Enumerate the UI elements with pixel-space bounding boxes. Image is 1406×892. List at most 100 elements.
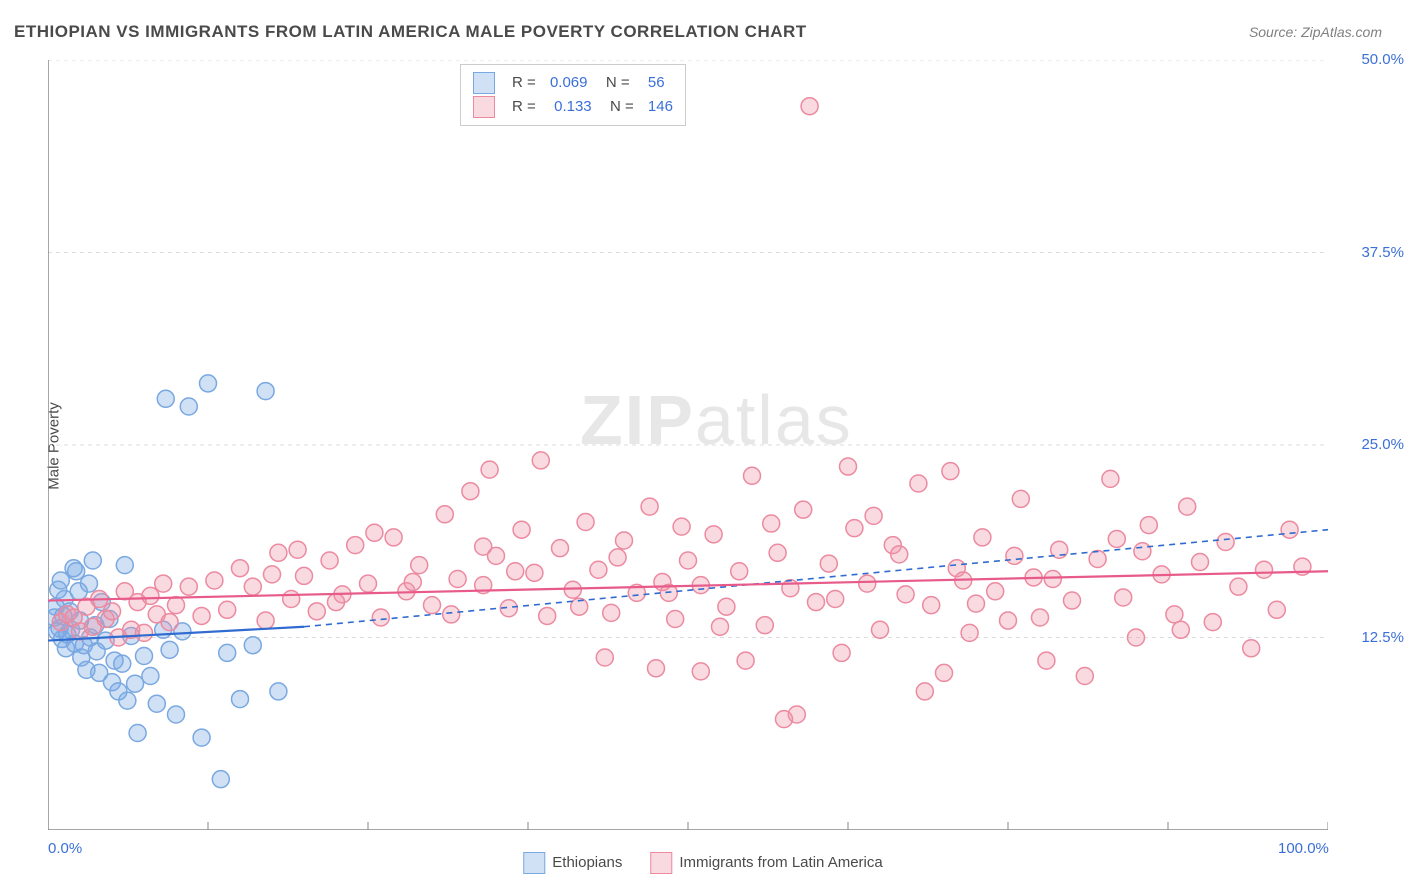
scatter-point xyxy=(603,604,620,621)
scatter-point xyxy=(1256,561,1273,578)
scatter-point xyxy=(161,614,178,631)
scatter-chart xyxy=(48,60,1328,830)
scatter-point xyxy=(1064,592,1081,609)
chart-title: ETHIOPIAN VS IMMIGRANTS FROM LATIN AMERI… xyxy=(14,22,807,42)
scatter-point xyxy=(168,706,185,723)
x-tick-label: 0.0% xyxy=(48,840,82,857)
scatter-point xyxy=(820,555,837,572)
scatter-point xyxy=(136,624,153,641)
scatter-point xyxy=(1268,601,1285,618)
scatter-point xyxy=(1281,521,1298,538)
scatter-point xyxy=(987,583,1004,600)
scatter-point xyxy=(142,587,159,604)
scatter-point xyxy=(142,668,159,685)
scatter-point xyxy=(308,603,325,620)
scatter-point xyxy=(475,538,492,555)
scatter-point xyxy=(513,521,530,538)
scatter-point xyxy=(366,524,383,541)
scatter-point xyxy=(840,458,857,475)
y-tick-label: 37.5% xyxy=(1334,244,1404,261)
scatter-point xyxy=(257,612,274,629)
scatter-point xyxy=(1044,570,1061,587)
scatter-point xyxy=(910,475,927,492)
scatter-point xyxy=(119,692,136,709)
scatter-point xyxy=(872,621,889,638)
scatter-point xyxy=(1166,606,1183,623)
y-tick-label: 12.5% xyxy=(1334,629,1404,646)
scatter-point xyxy=(833,644,850,661)
scatter-point xyxy=(104,603,121,620)
scatter-point xyxy=(1038,652,1055,669)
scatter-point xyxy=(961,624,978,641)
scatter-point xyxy=(148,695,165,712)
scatter-point xyxy=(673,518,690,535)
scatter-point xyxy=(680,552,697,569)
scatter-point xyxy=(763,515,780,532)
scatter-point xyxy=(360,575,377,592)
scatter-point xyxy=(411,557,428,574)
scatter-point xyxy=(155,575,172,592)
legend-swatch xyxy=(473,72,495,94)
scatter-point xyxy=(200,375,217,392)
scatter-point xyxy=(923,597,940,614)
scatter-point xyxy=(270,544,287,561)
scatter-point xyxy=(161,641,178,658)
scatter-point xyxy=(865,507,882,524)
scatter-point xyxy=(609,549,626,566)
scatter-point xyxy=(1172,621,1189,638)
scatter-point xyxy=(705,526,722,543)
scatter-point xyxy=(424,597,441,614)
scatter-point xyxy=(449,570,466,587)
scatter-point xyxy=(232,560,249,577)
scatter-point xyxy=(507,563,524,580)
scatter-point xyxy=(114,655,131,672)
scatter-point xyxy=(667,611,684,628)
scatter-point xyxy=(404,574,421,591)
legend-row: R = 0.069 N = 56 xyxy=(473,71,673,95)
scatter-point xyxy=(1000,612,1017,629)
scatter-point xyxy=(1179,498,1196,515)
scatter-point xyxy=(539,607,556,624)
y-tick-label: 25.0% xyxy=(1334,436,1404,453)
scatter-point xyxy=(859,575,876,592)
scatter-point xyxy=(1012,490,1029,507)
scatter-point xyxy=(974,529,991,546)
scatter-point xyxy=(481,461,498,478)
legend-swatch xyxy=(650,852,672,874)
series-legend: EthiopiansImmigrants from Latin America xyxy=(523,852,882,874)
scatter-point xyxy=(776,711,793,728)
scatter-point xyxy=(846,520,863,537)
scatter-point xyxy=(283,591,300,608)
scatter-point xyxy=(718,598,735,615)
scatter-point xyxy=(212,771,229,788)
scatter-point xyxy=(296,567,313,584)
scatter-point xyxy=(270,683,287,700)
scatter-point xyxy=(1204,614,1221,631)
scatter-point xyxy=(731,563,748,580)
scatter-point xyxy=(596,649,613,666)
scatter-point xyxy=(1089,550,1106,567)
scatter-point xyxy=(244,578,261,595)
scatter-point xyxy=(328,594,345,611)
scatter-point xyxy=(264,566,281,583)
scatter-point xyxy=(532,452,549,469)
scatter-point xyxy=(219,601,236,618)
scatter-point xyxy=(52,572,69,589)
scatter-point xyxy=(193,607,210,624)
scatter-point xyxy=(127,675,144,692)
scatter-point xyxy=(1102,470,1119,487)
scatter-point xyxy=(737,652,754,669)
scatter-point xyxy=(136,647,153,664)
scatter-point xyxy=(942,463,959,480)
scatter-point xyxy=(795,501,812,518)
scatter-point xyxy=(577,514,594,531)
scatter-point xyxy=(526,564,543,581)
scatter-point xyxy=(347,537,364,554)
scatter-point xyxy=(1128,629,1145,646)
scatter-point xyxy=(782,580,799,597)
scatter-point xyxy=(891,546,908,563)
scatter-point xyxy=(180,578,197,595)
legend-swatch xyxy=(473,96,495,118)
correlation-legend: R = 0.069 N = 56R = 0.133 N = 146 xyxy=(460,64,686,126)
scatter-point xyxy=(289,541,306,558)
